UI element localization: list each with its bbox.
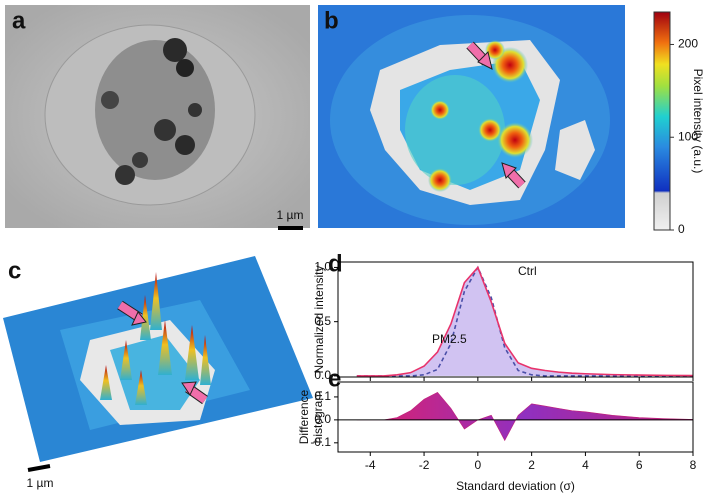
panel-label: a	[12, 7, 26, 34]
x-tick-label: 6	[636, 458, 643, 472]
colorbar-tick-label: 0	[678, 222, 685, 236]
y-tick-label: 1.0	[314, 260, 331, 274]
x-tick-label: 8	[690, 458, 697, 472]
scale-bar-label: 1 µm	[277, 208, 304, 222]
image-c: 1 µm	[3, 256, 313, 490]
y-axis-label: histogram	[311, 391, 325, 444]
area	[356, 391, 694, 442]
colorbar	[653, 11, 671, 231]
y-tick-label: -0.1	[310, 435, 331, 449]
scale-bar-label: 1 µm	[27, 476, 54, 490]
panel-label: c	[8, 257, 21, 284]
y-tick-label: 0.0	[314, 368, 331, 382]
colorbar-tick-label: 200	[678, 37, 698, 51]
x-tick-label: 0	[475, 458, 482, 472]
line	[356, 265, 693, 377]
area	[356, 267, 693, 376]
x-axis-label: Standard deviation (σ)	[456, 479, 575, 493]
plot-frame	[337, 261, 694, 378]
y-axis-label: Normalized intensity	[312, 265, 326, 373]
line	[356, 265, 694, 377]
colorbar-tick-label: 100	[678, 129, 698, 143]
x-tick-label: -4	[365, 458, 376, 472]
x-tick-label: 2	[528, 458, 535, 472]
y-axis-label: Difference	[297, 389, 311, 444]
panel-label: b	[324, 7, 339, 34]
y-tick-label: 0.0	[314, 412, 331, 426]
colorbar-label: Pixel intensity (a.u.)	[691, 69, 705, 174]
plot-frame	[337, 381, 694, 453]
image-b	[318, 5, 625, 228]
y-tick-label: 0.5	[314, 314, 331, 328]
x-tick-label: -2	[419, 458, 430, 472]
image-a: 1 µm	[5, 5, 310, 230]
annotation: PM2.5	[432, 332, 467, 346]
x-tick-label: 4	[582, 458, 589, 472]
y-tick-label: 0.1	[314, 389, 331, 403]
panel-label: d	[328, 250, 343, 277]
annotation: Ctrl	[518, 264, 537, 278]
